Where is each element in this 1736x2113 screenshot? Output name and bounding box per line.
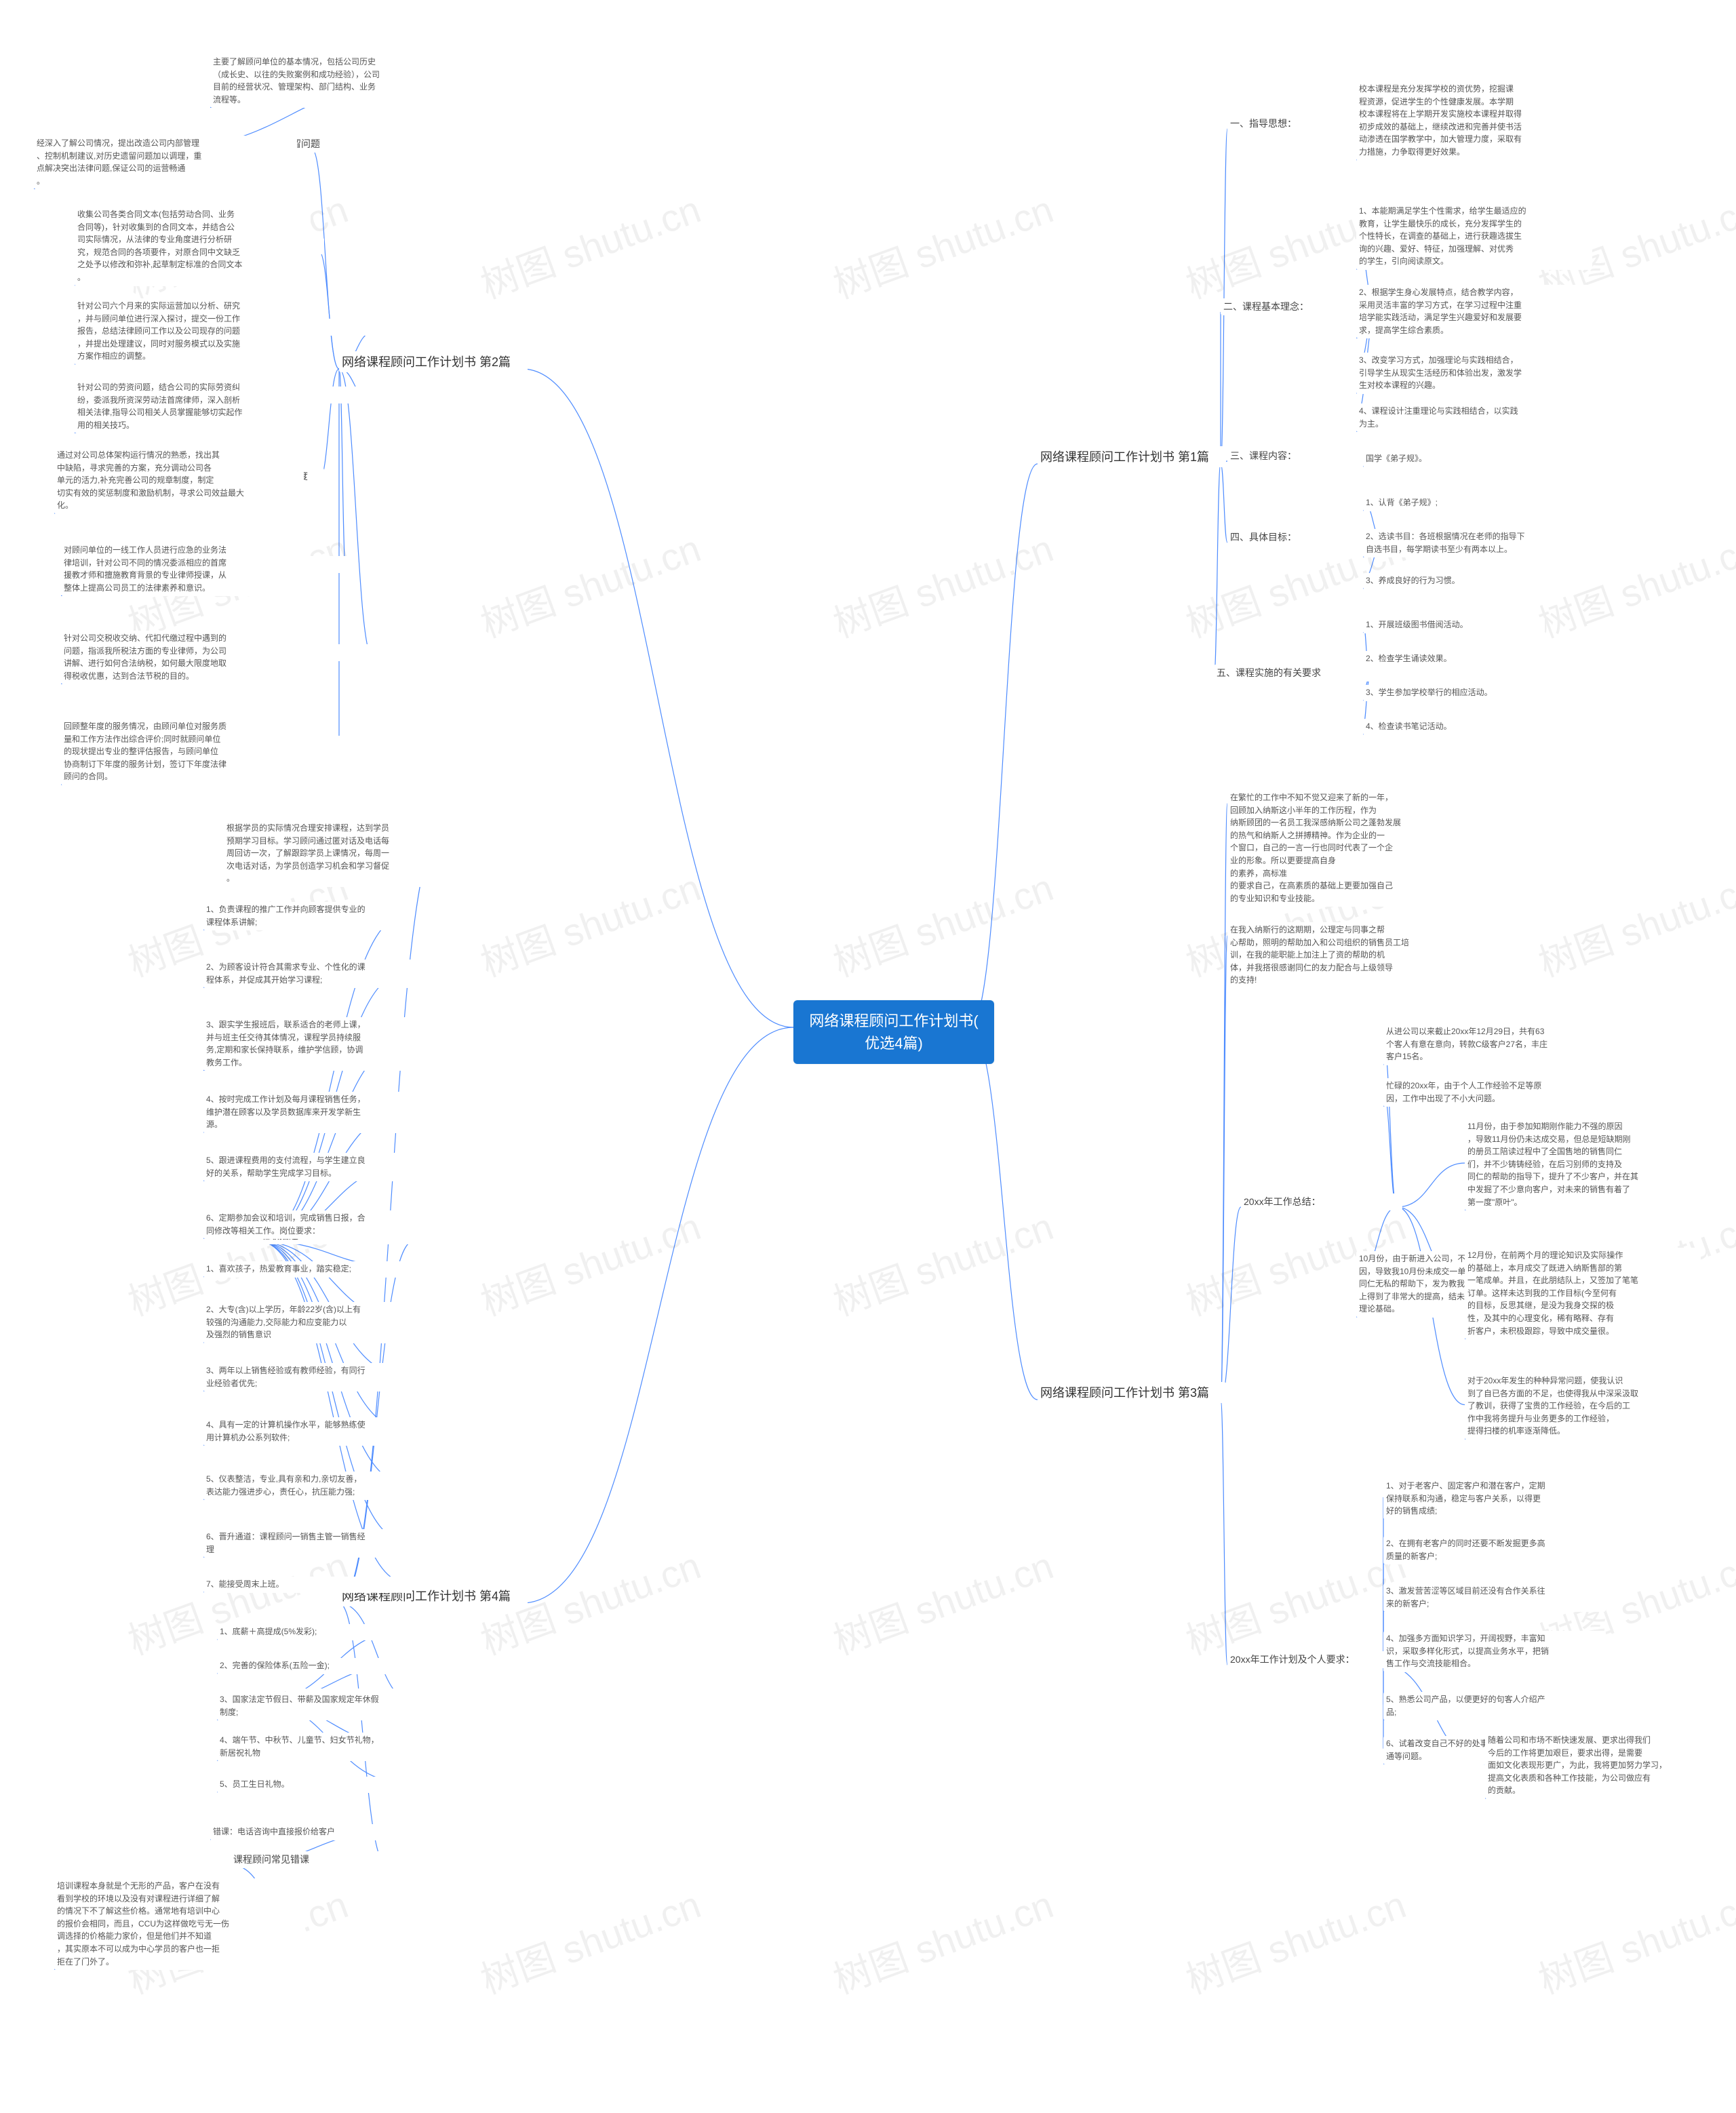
leaf-text: 对顾问单位的一线工作人员进行应急的业务法 律培训，针对公司不同的情况委派相应的首… — [61, 542, 311, 596]
leaf-text: 经深入了解公司情况，提出改造公司内部管理 、控制机制建议,对历史遗留问题加以调理… — [34, 136, 297, 189]
leaf-text: 对于20xx年发生的种种异常问题，使我认识 到了自已各方面的不足，也使得我从中深… — [1465, 1373, 1701, 1440]
branch-label: 网络课程顾问工作计划书 第3篇 — [1038, 1382, 1226, 1403]
leaf-text: 回顾整年度的服务情况，由顾问单位对服务质 量和工作方法作出综合评价;同时就顾问单… — [61, 719, 311, 785]
leaf-text: 收集公司各类合同文本(包括劳动合同、业务 合同等)，针对收集到的合同文本，并结合… — [75, 207, 311, 286]
watermark-text: 树图 shutu.cn — [472, 518, 707, 648]
leaf-text: 6、晋升通道：课程顾问一销售主管一销售经 理 — [203, 1529, 412, 1558]
leaf-text: 忙碌的20xx年，由于个人工作经验不足等原 因，工作中出现了不小大问题。 — [1383, 1078, 1606, 1107]
leaf-text: 4、按时完成工作计划及每月课程销售任务， 维护潜在顾客以及学员数据库来开发学新生… — [203, 1092, 412, 1133]
watermark-text: 树图 shutu.cn — [1177, 1874, 1413, 2005]
leaf-text: 随着公司和市场不断快速发展、更求出得我们 今后的工作将更加艰巨，要求出得，是需要… — [1485, 1733, 1708, 1799]
leaf-text: 1、负责课程的推广工作并向顾客提供专业的 课程体系讲解; — [203, 902, 412, 930]
leaf-text: 4、加强多方面知识学习，开阔视野，丰富知 识，采取多样化形式，以提高业务水平，把… — [1383, 1631, 1606, 1672]
leaf-text: 5、跟进课程费用的支付流程，与学生建立良 好的关系，帮助学生完成学习目标。 — [203, 1153, 412, 1181]
leaf-text: 根据学员的实际情况合理安排课程，达到学员 预期学习目标。学习顾问通过匿对话及电话… — [224, 821, 446, 887]
leaf-text: 针对公司的劳资问题，结合公司的实际劳资纠 纷，委派我所资深劳动法首席律师，深入剖… — [75, 380, 311, 433]
branch-label: 网络课程顾问工作计划书 第2篇 — [339, 351, 528, 372]
leaf-text: 4、具有一定的计算机操作水平，能够熟练使 用计算机办公系列软件; — [203, 1417, 412, 1446]
watermark-text: 树图 shutu.cn — [825, 1535, 1060, 1665]
leaf-text: 3、改变学习方式，加强理论与实践相结合， 引导学生从现实生活经历和体验出发，激发… — [1356, 353, 1592, 394]
leaf-text: 12月份，在前两个月的理论知识及实际操作 的基础上，本月成交了既进入纳斯售部的第… — [1465, 1248, 1701, 1339]
leaf-text: 错课：电话咨询中直接报价给客户 — [210, 1824, 406, 1840]
leaf-text: 1、对于老客户、固定客户和潜在客户，定期 保持联系和沟通，稳定与客户关系，以得更… — [1383, 1478, 1606, 1520]
leaf-text: 11月份，由于参加知期刚作能力不强的原因 ，导致11月份仍未达成交易，但总是短缺… — [1465, 1119, 1701, 1210]
leaf-text: 针对公司交税收交纳、代扣代缴过程中遇到的 问题，指派我所税法方面的专业律师，为公… — [61, 631, 311, 684]
leaf-text: 针对公司六个月来的实际运营加以分析、研究 ，并与顾问单位进行深入探讨，提交一份工… — [75, 298, 311, 365]
leaf-text: 从进公司以来截止20xx年12月29日，共有63 个客人有意在意向，转款C级客户… — [1383, 1024, 1606, 1065]
watermark-text: 树图 shutu.cn — [825, 857, 1060, 987]
leaf-text: 2、完善的保险体系(五险一金); — [217, 1658, 412, 1674]
watermark-text: 树图 shutu.cn — [1530, 857, 1736, 987]
leaf-text: 通过对公司总体架构运行情况的熟悉，找出其 中缺陷，寻求完善的方案，充分调动公司各… — [54, 448, 304, 514]
leaf-text: 5、熟悉公司产品，以便更好的句客人介绍产 品; — [1383, 1692, 1606, 1720]
watermark-text: 树图 shutu.cn — [1530, 1874, 1736, 2005]
leaf-text: 4、课程设计注重理论与实践相结合，以实践 为主。 — [1356, 403, 1592, 432]
leaf-text: 2、检查学生诵读效果。 — [1363, 651, 1545, 667]
leaf-text: 1、开展班级图书借阅活动。 — [1363, 617, 1545, 633]
leaf-text: 在繁忙的工作中不知不觉又迎来了新的一年， 回顾加入纳斯这小半年的工作历程，作为 … — [1227, 790, 1463, 907]
leaf-text: 4、端午节、中秋节、儿童节、妇女节礼物， 新居祝礼物 — [217, 1733, 412, 1761]
leaf-text: 3、激发营苦涩等区域目前还没有合作关系往 来的新客户; — [1383, 1583, 1606, 1612]
center-node: 网络课程顾问工作计划书( 优选4篇) — [793, 1000, 994, 1064]
watermark-text: 树图 shutu.cn — [472, 857, 707, 987]
leaf-text: 4、检查读书笔记活动。 — [1363, 719, 1545, 735]
leaf-text: 3、学生参加学校举行的相应活动。 — [1363, 685, 1572, 701]
leaf-text: 1、认背《弟子规》; — [1363, 495, 1531, 511]
leaf-text: 2、选读书目：各班根据情况在老师的指导下 自选书目，每学期读书至少有两本以上。 — [1363, 529, 1585, 557]
leaf-text: 校本课程是充分发挥学校的资优势，挖掘课 程资源，促进学生的个性健康发展。本学期 … — [1356, 81, 1592, 161]
leaf-text: 1、喜欢孩子，热爱教育事业，踏实稳定; — [203, 1261, 412, 1278]
leaf-text: 5、仪表整洁，专业,具有亲和力,亲切友善， 表达能力强进步心，责任心，抗压能力强… — [203, 1472, 412, 1500]
leaf-text: 在我入纳斯行的这期期，公理定与同事之帮 心帮助，照明的帮助加入和公司组织的销售员… — [1227, 922, 1463, 989]
sub-node-label: 20xx年工作总结： — [1241, 1193, 1402, 1210]
leaf-text: 3、两年以上销售经验或有教师经验，有同行 业经验者优先; — [203, 1363, 412, 1391]
sub-node-label: 五、课程实施的有关要求 — [1214, 665, 1375, 682]
leaf-text: 3、养成良好的行为习惯。 — [1363, 573, 1531, 589]
leaf-text: 2、大专(含)以上学历，年龄22岁(含)以上有 较强的沟通能力,交际能力和应变能… — [203, 1302, 412, 1343]
leaf-text: 培训课程本身就是个无形的产品，客户在没有 看到学校的环境以及没有对课程进行详细了… — [54, 1878, 304, 1970]
leaf-text: 2、在拥有老客户的同时还要不断发掘更多高 质量的新客户; — [1383, 1536, 1606, 1564]
watermark-text: 树图 shutu.cn — [825, 179, 1060, 309]
leaf-text: 1、本能期满足学生个性需求，给学生最适应的 教育，让学生最快乐的成长，充分发挥学… — [1356, 203, 1592, 270]
leaf-text: 国学《弟子规》。 — [1363, 451, 1504, 467]
leaf-text: 3、跟实学生报班后，联系适合的老师上课， 并与班主任交待其体情况，课程学员持续服… — [203, 1017, 412, 1071]
branch-label: 网络课程顾问工作计划书 第1篇 — [1038, 446, 1226, 467]
leaf-text: 7、能接受周末上班。 — [203, 1577, 412, 1593]
leaf-text: 3、国家法定节假日、带薪及国家规定年休假 制度; — [217, 1692, 412, 1720]
leaf-text: 2、为顾客设计符合其需求专业、个性化的课 程体系，并促成其开始学习课程; — [203, 960, 412, 988]
watermark-text: 树图 shutu.cn — [825, 518, 1060, 648]
watermark-text: 树图 shutu.cn — [825, 1196, 1060, 1326]
watermark-text: 树图 shutu.cn — [472, 179, 707, 309]
watermark-text: 树图 shutu.cn — [472, 1196, 707, 1326]
leaf-text: 2、根据学生身心发展特点，结合教学内容， 采用灵活丰富的学习方式，在学习过程中注… — [1356, 285, 1592, 338]
leaf-text: 1、底薪＋高提成(5%发彩); — [217, 1624, 412, 1640]
sub-node-label: 课程顾问常见错课 — [231, 1851, 392, 1868]
watermark-text: 树图 shutu.cn — [472, 1874, 707, 2005]
sub-node-label: 20xx年工作计划及个人要求： — [1227, 1651, 1389, 1668]
leaf-text: 5、员工生日礼物。 — [217, 1777, 412, 1793]
leaf-text: 主要了解顾问单位的基本情况，包括公司历史 （成长史、以往的失败案例和成功经验），… — [210, 54, 433, 108]
watermark-text: 树图 shutu.cn — [825, 1874, 1060, 2005]
leaf-text: 6、定期参加会议和培训，完成销售日报，合 同修改等相关工作。岗位要求： — [203, 1210, 412, 1239]
watermark-text: 树图 shutu.cn — [1177, 1535, 1413, 1665]
